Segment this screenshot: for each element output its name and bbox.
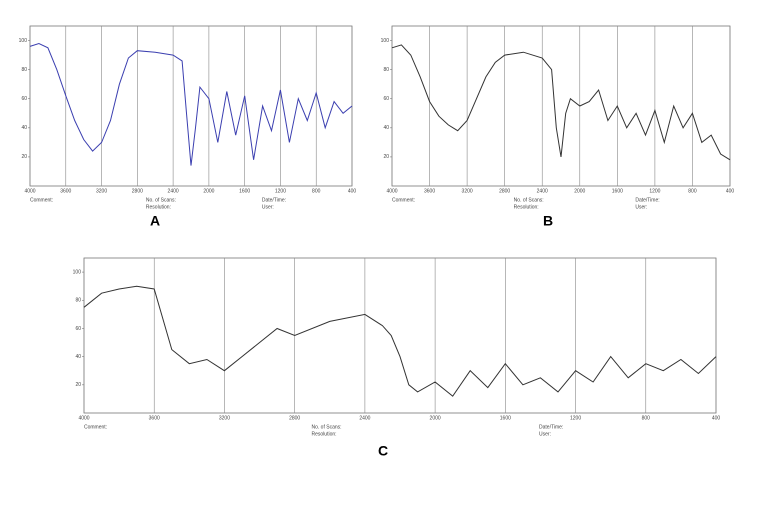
x-tick-label: 1200 [570, 415, 581, 421]
spectrum-line [29, 42, 353, 166]
plot-frame [391, 25, 731, 187]
panel-label: B [543, 213, 553, 229]
y-tick-label: 20 [21, 154, 27, 160]
x-tick-label: 2400 [359, 415, 370, 421]
info-text: Resolution: [146, 204, 171, 210]
x-tick-label: 1200 [649, 188, 660, 194]
x-tick-label: 4000 [78, 415, 89, 421]
plot-frame [83, 257, 717, 414]
info-text: Date/Time: [539, 424, 563, 430]
y-tick-label: 80 [75, 298, 81, 304]
x-tick-label: 2800 [499, 188, 510, 194]
panel-label: A [150, 213, 160, 229]
y-tick-label: 40 [21, 125, 27, 131]
info-text: Comment: [30, 197, 53, 203]
x-tick-label: 2800 [289, 415, 300, 421]
x-tick-label: 4000 [386, 188, 397, 194]
x-tick-label: 400 [726, 188, 735, 194]
x-tick-label: 1600 [612, 188, 623, 194]
y-tick-label: 40 [75, 354, 81, 360]
info-text: User: [635, 204, 647, 210]
y-tick-label: 20 [75, 382, 81, 388]
info-text: User: [262, 204, 274, 210]
x-tick-label: 400 [712, 415, 721, 421]
y-tick-label: 80 [21, 67, 27, 73]
info-text: User: [539, 431, 551, 437]
info-text: Comment: [392, 197, 415, 203]
y-tick-label: 100 [381, 38, 390, 44]
y-tick-label: 100 [19, 38, 28, 44]
x-tick-label: 3600 [149, 415, 160, 421]
x-tick-label: 2000 [430, 415, 441, 421]
y-tick-label: 100 [73, 269, 82, 275]
y-tick-label: 40 [383, 125, 389, 131]
x-tick-label: 1600 [500, 415, 511, 421]
info-text: Comment: [84, 424, 107, 430]
info-text: No. of Scans: [312, 424, 342, 430]
spectrum-line [391, 44, 731, 161]
y-tick-label: 60 [21, 96, 27, 102]
plot-frame [29, 25, 353, 187]
x-tick-label: 3200 [219, 415, 230, 421]
info-text: Resolution: [514, 204, 539, 210]
x-tick-label: 800 [642, 415, 651, 421]
x-tick-label: 3600 [424, 188, 435, 194]
y-tick-label: 60 [75, 326, 81, 332]
info-text: Resolution: [312, 431, 337, 437]
y-tick-label: 60 [383, 96, 389, 102]
x-tick-label: 1200 [275, 188, 286, 194]
x-tick-label: 1600 [239, 188, 250, 194]
x-tick-label: 4000 [24, 188, 35, 194]
y-tick-label: 80 [383, 67, 389, 73]
panel-label: C [378, 443, 388, 459]
x-tick-label: 2400 [168, 188, 179, 194]
spectrum-line [83, 285, 717, 397]
info-text: No. of Scans: [514, 197, 544, 203]
x-tick-label: 3600 [60, 188, 71, 194]
x-tick-label: 2400 [537, 188, 548, 194]
info-text: No. of Scans: [146, 197, 176, 203]
info-text: Date/Time: [635, 197, 659, 203]
x-tick-label: 2000 [203, 188, 214, 194]
x-tick-label: 3200 [96, 188, 107, 194]
x-tick-label: 800 [688, 188, 697, 194]
x-tick-label: 2800 [132, 188, 143, 194]
x-tick-label: 800 [312, 188, 321, 194]
x-tick-label: 3200 [462, 188, 473, 194]
x-tick-label: 400 [348, 188, 357, 194]
info-text: Date/Time: [262, 197, 286, 203]
y-tick-label: 20 [383, 154, 389, 160]
x-tick-label: 2000 [574, 188, 585, 194]
